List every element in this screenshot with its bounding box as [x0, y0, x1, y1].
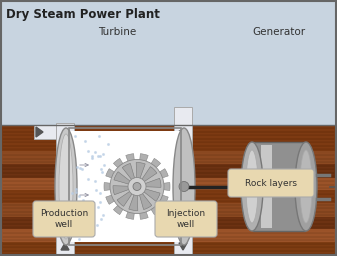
- Wedge shape: [137, 187, 160, 215]
- Wedge shape: [137, 187, 148, 219]
- Wedge shape: [104, 183, 137, 190]
- Bar: [0, 178, 337, 190]
- Wedge shape: [137, 187, 160, 201]
- Polygon shape: [179, 145, 187, 152]
- Wedge shape: [136, 163, 145, 187]
- Polygon shape: [61, 173, 69, 180]
- Ellipse shape: [295, 142, 317, 231]
- Bar: [34, 125, 56, 139]
- Wedge shape: [114, 158, 137, 187]
- Bar: [0, 125, 337, 151]
- Wedge shape: [137, 187, 168, 204]
- Bar: [0, 242, 337, 256]
- Wedge shape: [106, 187, 137, 204]
- Polygon shape: [179, 187, 187, 194]
- Text: Production
well: Production well: [40, 209, 88, 229]
- Circle shape: [133, 183, 141, 190]
- Polygon shape: [179, 215, 187, 222]
- FancyBboxPatch shape: [33, 201, 95, 237]
- Ellipse shape: [246, 150, 258, 223]
- Ellipse shape: [241, 142, 263, 231]
- Text: Generator: Generator: [252, 27, 306, 37]
- Bar: [253, 142, 305, 231]
- Circle shape: [179, 182, 189, 191]
- Polygon shape: [61, 243, 69, 250]
- Bar: [0, 229, 337, 242]
- Wedge shape: [137, 154, 148, 187]
- Text: Dry Steam Power Plant: Dry Steam Power Plant: [6, 8, 160, 21]
- Wedge shape: [137, 183, 170, 190]
- Text: Injection
well: Injection well: [166, 209, 206, 229]
- Polygon shape: [179, 173, 187, 180]
- Bar: [0, 164, 337, 178]
- Wedge shape: [137, 167, 157, 187]
- Polygon shape: [61, 201, 69, 208]
- Polygon shape: [61, 215, 69, 222]
- Text: Turbine: Turbine: [98, 27, 136, 37]
- Polygon shape: [179, 229, 187, 236]
- Wedge shape: [114, 172, 137, 187]
- Wedge shape: [117, 187, 137, 206]
- Polygon shape: [179, 159, 187, 166]
- Bar: [0, 190, 337, 203]
- Bar: [0, 203, 337, 217]
- Wedge shape: [122, 163, 137, 187]
- Ellipse shape: [173, 128, 195, 245]
- FancyBboxPatch shape: [155, 201, 217, 237]
- Ellipse shape: [300, 150, 312, 223]
- Polygon shape: [61, 159, 69, 166]
- Wedge shape: [106, 169, 137, 187]
- Wedge shape: [114, 187, 137, 215]
- Bar: [69, 131, 181, 242]
- Circle shape: [110, 159, 164, 214]
- Bar: [69, 128, 181, 245]
- FancyBboxPatch shape: [228, 169, 314, 197]
- Polygon shape: [61, 145, 69, 152]
- Polygon shape: [179, 201, 187, 208]
- Polygon shape: [61, 187, 69, 194]
- Wedge shape: [129, 187, 138, 210]
- Bar: [261, 145, 272, 228]
- Bar: [0, 217, 337, 229]
- Wedge shape: [137, 158, 160, 187]
- Wedge shape: [113, 186, 137, 195]
- Polygon shape: [179, 131, 187, 138]
- Polygon shape: [61, 131, 69, 138]
- Wedge shape: [126, 154, 137, 187]
- Text: Rock layers: Rock layers: [245, 178, 297, 187]
- Ellipse shape: [59, 134, 73, 239]
- Polygon shape: [61, 229, 69, 236]
- Wedge shape: [137, 187, 152, 210]
- Circle shape: [128, 177, 146, 196]
- Polygon shape: [36, 127, 43, 137]
- Wedge shape: [137, 169, 168, 187]
- Ellipse shape: [55, 128, 77, 245]
- Bar: [174, 107, 192, 256]
- Wedge shape: [137, 178, 161, 187]
- Wedge shape: [126, 187, 137, 219]
- Bar: [56, 123, 74, 256]
- Bar: [0, 151, 337, 164]
- Polygon shape: [179, 243, 187, 250]
